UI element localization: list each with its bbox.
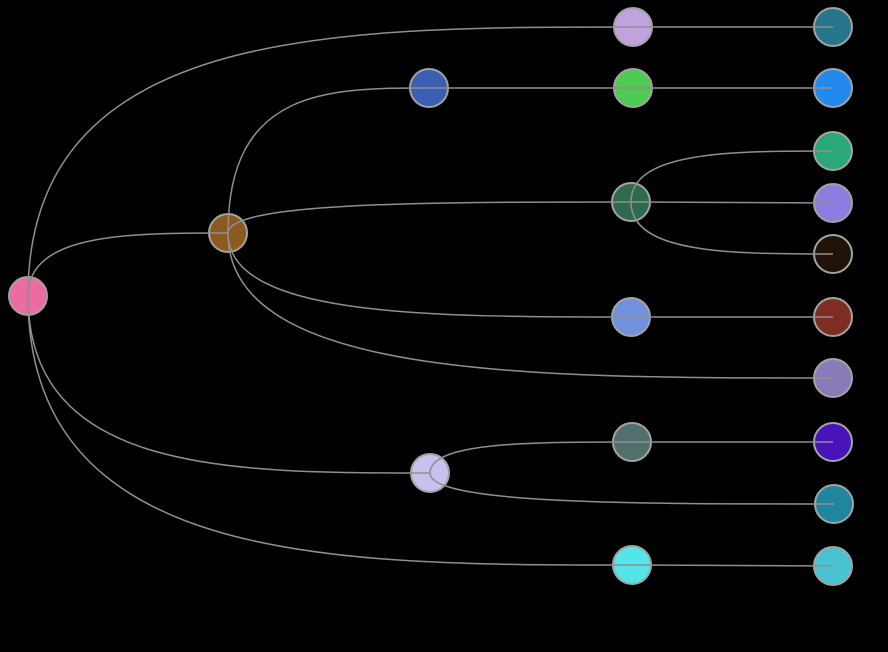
- link-root-to-brown: [27, 232, 229, 297]
- link-darkgreen-to-emerald: [630, 150, 834, 203]
- link-root-to-lightpurple: [27, 26, 634, 297]
- link-layer: [27, 26, 835, 567]
- link-darkgreen-to-mediumpurple: [630, 201, 834, 204]
- link-brown-to-darkblue: [227, 87, 430, 234]
- link-lavender-to-steelteal: [429, 472, 835, 505]
- link-brown-to-darkgreen: [227, 201, 632, 234]
- link-brightcyan-to-turquoise: [631, 564, 834, 567]
- link-root-to-lavender: [27, 295, 431, 474]
- link-root-to-brightcyan: [27, 295, 633, 566]
- link-lavender-to-darkslate: [429, 441, 633, 474]
- link-brown-to-cornflower: [227, 232, 632, 318]
- link-brown-to-purplegray: [227, 232, 834, 379]
- link-darkgreen-to-darkbrownblack: [630, 201, 834, 255]
